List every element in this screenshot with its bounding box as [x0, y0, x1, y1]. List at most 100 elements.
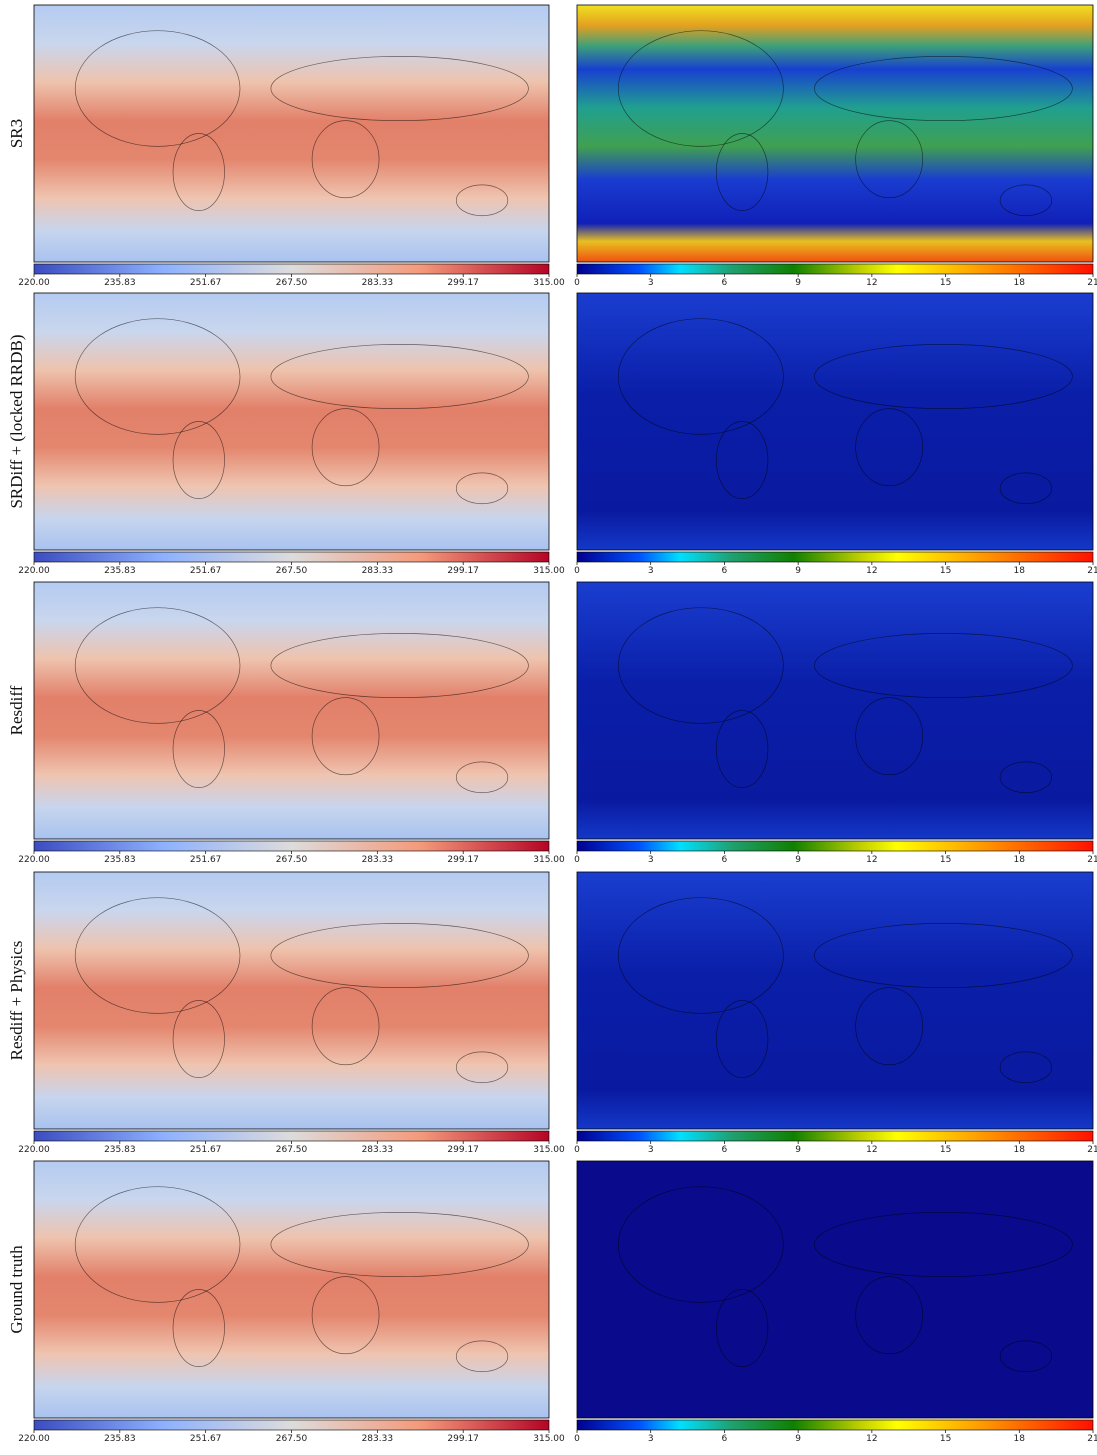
- error-map: [576, 581, 1094, 840]
- colorbar-tick-label: 9: [795, 1434, 801, 1444]
- colorbar-tick-label: 18: [1014, 855, 1026, 865]
- colorbar-tick-label: 12: [866, 1434, 877, 1444]
- coastline: [999, 472, 1053, 505]
- colorbar-tick-label: 15: [940, 855, 951, 865]
- row-label: Ground truth: [7, 1245, 26, 1334]
- colorbar-tick-label: 0: [574, 1145, 580, 1155]
- colorbar-tick-label: 299.17: [447, 855, 479, 865]
- temperature-map: [33, 4, 550, 263]
- coastline: [74, 30, 241, 147]
- colorbar-tick-label: 15: [940, 566, 951, 576]
- colorbar-tick-label: 9: [795, 855, 801, 865]
- coastline: [855, 1276, 924, 1355]
- colorbar-tick-label: 220.00: [18, 1145, 50, 1155]
- colorbar-tick-label: 12: [866, 855, 877, 865]
- colorbar-tick-label: 251.67: [190, 1145, 222, 1155]
- coastline: [855, 120, 924, 199]
- coastline: [270, 923, 529, 989]
- colorbar-tick-label: 3: [648, 1434, 654, 1444]
- coastline: [715, 133, 769, 211]
- error-map: [576, 292, 1094, 551]
- colorbar-tick-label: 18: [1014, 278, 1026, 288]
- colorbar-tick-label: 3: [648, 1145, 654, 1155]
- coastline: [814, 1212, 1073, 1278]
- coastline: [617, 1186, 784, 1303]
- colorbar-tick-label: 235.83: [104, 1145, 136, 1155]
- colorbar-tick-label: 235.83: [104, 566, 136, 576]
- colorbar-tick-label: 12: [866, 278, 877, 288]
- coastline: [999, 1340, 1053, 1373]
- colorbar-tick-label: 3: [648, 855, 654, 865]
- colorbar: [33, 551, 550, 563]
- coastline: [455, 1051, 509, 1084]
- coastline: [999, 1051, 1053, 1084]
- temperature-map: [33, 292, 550, 551]
- colorbar-tick-label: 283.33: [362, 1434, 394, 1444]
- coastline: [617, 318, 784, 435]
- colorbar: [576, 840, 1094, 852]
- colorbar-tick-label: 299.17: [447, 1145, 479, 1155]
- colorbar-tick-label: 6: [722, 1145, 728, 1155]
- colorbar-tick-label: 220.00: [18, 278, 50, 288]
- colorbar-tick-label: 18: [1014, 566, 1026, 576]
- colorbar-tick-label: 3: [648, 566, 654, 576]
- colorbar-tick-label: 267.50: [276, 278, 308, 288]
- coastline: [311, 1276, 380, 1355]
- colorbar: [33, 840, 550, 852]
- colorbar: [576, 1419, 1094, 1431]
- colorbar-tick-label: 9: [795, 278, 801, 288]
- colorbar: [33, 263, 550, 275]
- coastline: [455, 761, 509, 794]
- colorbar-tick-label: 15: [940, 1434, 951, 1444]
- temperature-map: [33, 1160, 550, 1419]
- row-label: SRDiff + (locked RRDB): [7, 334, 26, 508]
- colorbar-tick-label: 283.33: [362, 855, 394, 865]
- colorbar: [576, 551, 1094, 563]
- coastline: [74, 607, 241, 724]
- colorbar-tick-label: 21: [1087, 1145, 1097, 1155]
- colorbar-tick-label: 251.67: [190, 278, 222, 288]
- coastline: [270, 344, 529, 409]
- colorbar-tick-label: 220.00: [18, 1434, 50, 1444]
- coastline: [999, 184, 1053, 217]
- coastline: [74, 1186, 241, 1303]
- colorbar-tick-label: 251.67: [190, 1434, 222, 1444]
- coastline: [814, 344, 1073, 409]
- coastline: [855, 987, 924, 1066]
- colorbar-tick-label: 283.33: [362, 1145, 394, 1155]
- coastline: [999, 761, 1053, 794]
- colorbar-tick-label: 251.67: [190, 855, 222, 865]
- row-label: Resdiff + Physics: [7, 941, 26, 1061]
- colorbar-tick-label: 220.00: [18, 566, 50, 576]
- colorbar-tick-label: 6: [722, 1434, 728, 1444]
- coastline: [814, 56, 1073, 122]
- colorbar-tick-label: 315.00: [533, 566, 565, 576]
- colorbar-tick-label: 235.83: [104, 278, 136, 288]
- coastline: [617, 30, 784, 147]
- colorbar: [576, 1130, 1094, 1142]
- colorbar-tick-label: 251.67: [190, 566, 222, 576]
- colorbar-tick-label: 21: [1087, 1434, 1097, 1444]
- colorbar-tick-label: 267.50: [276, 1145, 308, 1155]
- coastline: [814, 923, 1073, 989]
- colorbar-tick-label: 0: [574, 1434, 580, 1444]
- colorbar-tick-label: 315.00: [533, 278, 565, 288]
- error-map: [576, 1160, 1094, 1419]
- coastline: [617, 897, 784, 1014]
- colorbar-tick-label: 15: [940, 278, 951, 288]
- coastline: [172, 710, 225, 788]
- coastline: [715, 1000, 769, 1078]
- coastline: [855, 697, 924, 776]
- coastline: [455, 472, 509, 505]
- coastline: [855, 408, 924, 487]
- colorbar-tick-label: 12: [866, 566, 877, 576]
- colorbar-tick-label: 15: [940, 1145, 951, 1155]
- colorbar-tick-label: 9: [795, 1145, 801, 1155]
- colorbar-tick-label: 315.00: [533, 1145, 565, 1155]
- coastline: [172, 1289, 225, 1367]
- coastline: [311, 987, 380, 1066]
- colorbar-tick-label: 315.00: [533, 855, 565, 865]
- colorbar-tick-label: 0: [574, 855, 580, 865]
- colorbar-tick-label: 6: [722, 855, 728, 865]
- coastline: [455, 1340, 509, 1373]
